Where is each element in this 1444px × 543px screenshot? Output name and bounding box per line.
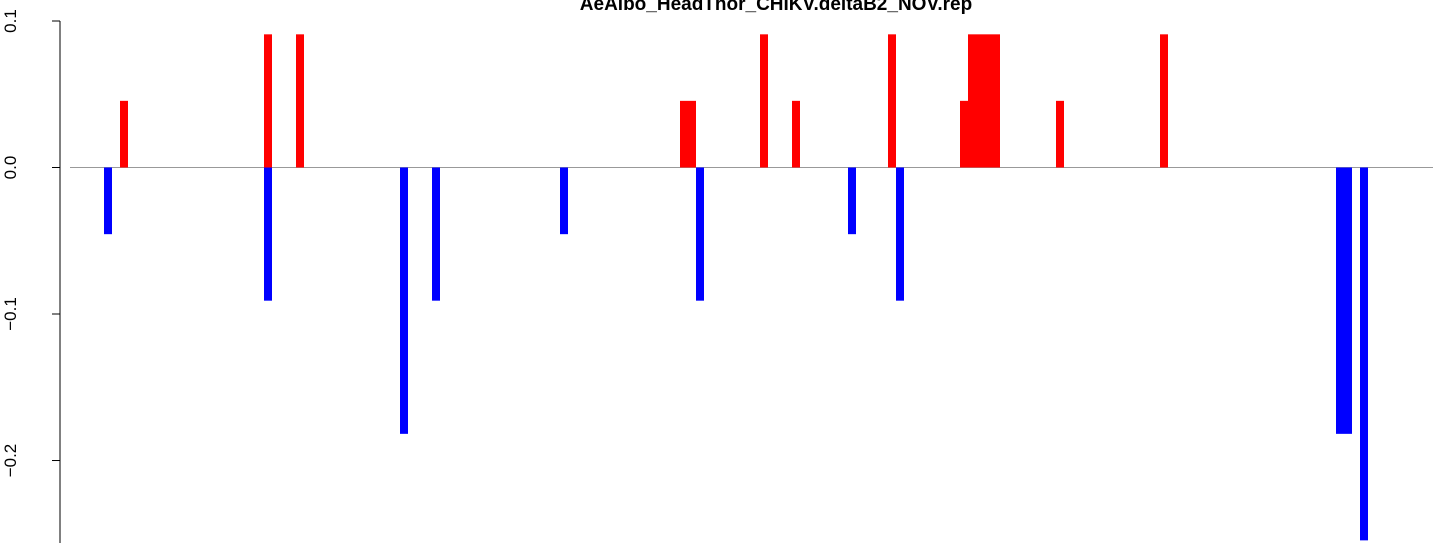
bar-negative: [848, 167, 856, 235]
bar-positive: [984, 34, 992, 168]
y-tick-label: 0.0: [1, 156, 20, 180]
bar-positive: [1160, 34, 1168, 168]
bar-negative: [696, 167, 704, 301]
bar-positive: [1056, 100, 1064, 168]
y-tick-label: −0.2: [1, 444, 20, 478]
bar-negative: [264, 167, 272, 301]
bar-negative: [1336, 167, 1344, 434]
y-tick-label: 0.1: [1, 9, 20, 33]
bar-positive: [760, 34, 768, 168]
bar-positive: [960, 100, 968, 168]
bar-negative: [432, 167, 440, 301]
bar-positive: [264, 34, 272, 168]
bar-positive: [688, 100, 696, 168]
y-axis: 0.1 0.0 −0.1 −0.2: [1, 9, 61, 543]
bar-positive: [968, 34, 976, 168]
bar-positive: [792, 100, 800, 168]
y-tick-label: −0.1: [1, 297, 20, 331]
chart-title: AeAlbo_HeadThor_CHIKV.deltaB2_NOV.rep: [580, 0, 972, 15]
bar-negative: [1360, 167, 1368, 541]
bar-positive: [296, 34, 304, 168]
bar-negative: [104, 167, 112, 235]
bar-positive: [120, 100, 128, 168]
bar-negative: [560, 167, 568, 235]
bars: [104, 34, 1368, 541]
bar-positive: [680, 100, 688, 168]
bar-positive: [976, 34, 984, 168]
bar-negative: [1344, 167, 1352, 434]
bar-positive: [992, 34, 1000, 168]
bar-negative: [896, 167, 904, 301]
bar-negative: [400, 167, 408, 434]
bar-positive: [888, 34, 896, 168]
